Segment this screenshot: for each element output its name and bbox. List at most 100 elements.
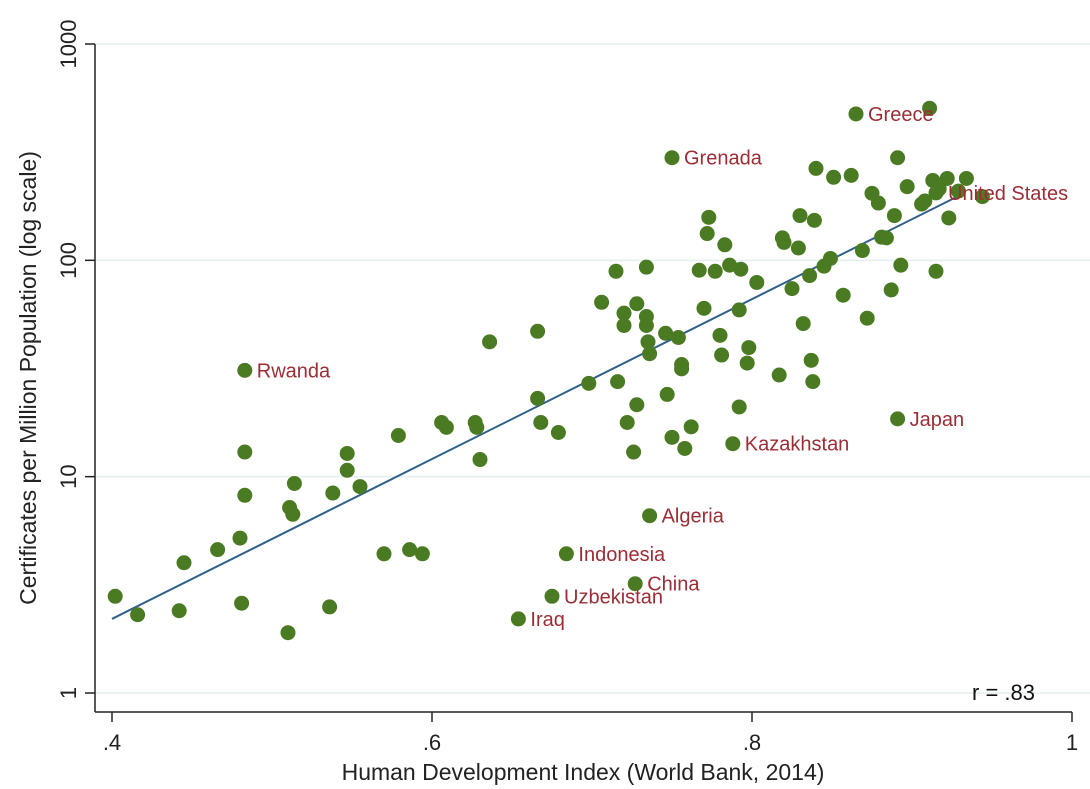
x-tick-label-3: 1 bbox=[1066, 730, 1078, 755]
data-point bbox=[749, 274, 765, 290]
correlation-annotation: r = .83 bbox=[972, 680, 1035, 705]
point-label-kazakhstan: Kazakhstan bbox=[745, 434, 850, 456]
data-point bbox=[859, 310, 875, 326]
y-tick-label-2: 100 bbox=[56, 242, 81, 279]
data-point bbox=[210, 542, 226, 558]
point-iraq bbox=[510, 611, 526, 627]
point-labels: Greece Grenada United States Rwanda Japan Kaz… bbox=[257, 104, 1068, 631]
data-point bbox=[533, 414, 549, 430]
point-indonesia bbox=[558, 546, 574, 562]
data-point bbox=[733, 261, 749, 277]
point-label-rwanda: Rwanda bbox=[257, 360, 331, 382]
data-point bbox=[285, 506, 301, 522]
data-point bbox=[232, 530, 248, 546]
y-tick-label-1: 10 bbox=[56, 464, 81, 488]
data-point bbox=[899, 179, 915, 195]
data-point bbox=[776, 234, 792, 250]
data-point bbox=[741, 340, 757, 356]
data-point bbox=[958, 170, 974, 186]
data-point bbox=[619, 414, 635, 430]
data-point bbox=[803, 352, 819, 368]
data-point bbox=[402, 542, 418, 558]
data-point bbox=[608, 263, 624, 279]
data-point bbox=[696, 300, 712, 316]
data-point bbox=[707, 263, 723, 279]
point-label-china: China bbox=[647, 574, 700, 596]
data-point bbox=[339, 445, 355, 461]
data-point bbox=[176, 555, 192, 571]
data-point bbox=[731, 302, 747, 318]
point-label-algeria: Algeria bbox=[662, 506, 725, 528]
data-point bbox=[870, 195, 886, 211]
y-axis-title: Certificates per Million Population (log… bbox=[15, 151, 41, 605]
data-point bbox=[890, 150, 906, 166]
data-point bbox=[469, 419, 485, 435]
data-point bbox=[822, 250, 838, 266]
data-point bbox=[107, 588, 123, 604]
x-tick-label-2: .8 bbox=[743, 730, 761, 755]
data-point bbox=[701, 209, 717, 225]
data-point bbox=[130, 607, 146, 623]
data-point bbox=[438, 419, 454, 435]
data-point bbox=[581, 375, 597, 391]
data-point bbox=[594, 294, 610, 310]
data-point bbox=[237, 487, 253, 503]
data-point bbox=[790, 240, 806, 256]
data-point bbox=[530, 323, 546, 339]
point-greece bbox=[848, 106, 864, 122]
point-rwanda bbox=[237, 362, 253, 378]
data-point bbox=[234, 595, 250, 611]
data-point bbox=[795, 316, 811, 332]
axes bbox=[94, 44, 1072, 713]
point-label-japan: Japan bbox=[910, 409, 965, 431]
data-point bbox=[699, 226, 715, 242]
point-japan bbox=[890, 411, 906, 427]
point-china bbox=[627, 576, 643, 592]
data-point bbox=[629, 397, 645, 413]
point-united-states bbox=[928, 185, 944, 201]
data-point bbox=[835, 287, 851, 303]
data-points bbox=[107, 100, 990, 641]
x-axis-title: Human Development Index (World Bank, 201… bbox=[342, 759, 825, 785]
data-point bbox=[610, 374, 626, 390]
data-point bbox=[376, 546, 392, 562]
axis-ticks: 1 10 100 1000 .4 .6 .8 1 bbox=[56, 20, 1078, 755]
data-point bbox=[808, 160, 824, 176]
data-point bbox=[659, 386, 675, 402]
point-uzbekistan bbox=[544, 588, 560, 604]
data-point bbox=[642, 346, 658, 362]
point-algeria bbox=[642, 508, 658, 524]
data-point bbox=[826, 169, 842, 185]
data-point bbox=[530, 390, 546, 406]
point-label-indonesia: Indonesia bbox=[578, 544, 666, 566]
data-point bbox=[739, 355, 755, 371]
data-point bbox=[878, 230, 894, 246]
x-tick-label-0: .4 bbox=[103, 730, 121, 755]
data-point bbox=[893, 257, 909, 273]
data-point bbox=[237, 444, 253, 460]
data-point bbox=[806, 212, 822, 228]
data-point bbox=[414, 546, 430, 562]
data-point bbox=[802, 268, 818, 284]
grid-lines bbox=[96, 43, 1090, 694]
point-kazakhstan bbox=[725, 436, 741, 452]
data-point bbox=[658, 325, 674, 341]
data-point bbox=[171, 603, 187, 619]
data-point bbox=[677, 440, 693, 456]
data-point bbox=[638, 259, 654, 275]
data-point bbox=[941, 210, 957, 226]
data-point bbox=[482, 334, 498, 350]
data-point bbox=[939, 170, 955, 186]
point-grenada bbox=[664, 150, 680, 166]
data-point bbox=[629, 296, 645, 312]
data-point bbox=[683, 419, 699, 435]
data-point bbox=[922, 100, 938, 116]
data-point bbox=[390, 427, 406, 443]
y-tick-label-0: 1 bbox=[56, 687, 81, 699]
data-point bbox=[712, 327, 728, 343]
data-point bbox=[322, 599, 338, 615]
data-point bbox=[771, 367, 787, 383]
data-point bbox=[792, 208, 808, 224]
